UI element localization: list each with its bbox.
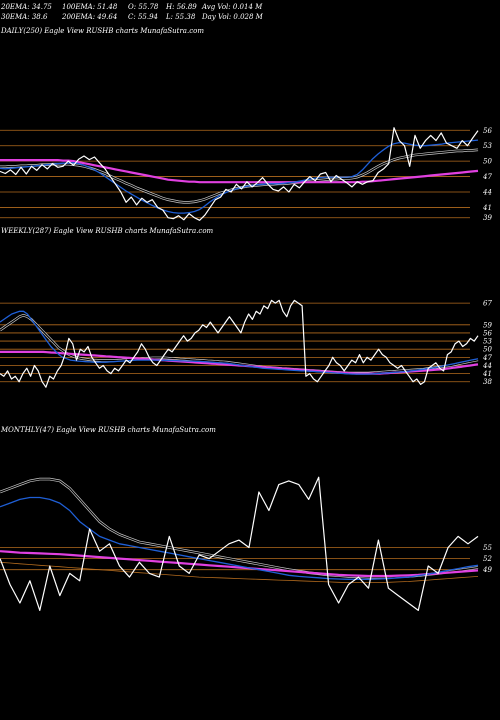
tick-label: 44 bbox=[482, 189, 492, 197]
stat-ema20: 20EMA: 34.75 bbox=[1, 3, 52, 11]
tick-label: 47 bbox=[482, 173, 492, 181]
series-ema_slow-outline bbox=[0, 477, 479, 579]
tick-label: 41 bbox=[482, 370, 492, 378]
series-ema_slow-inner bbox=[0, 478, 479, 578]
tick-label: 41 bbox=[482, 204, 492, 212]
series-ema_magenta bbox=[0, 159, 479, 184]
monthly-chart-title: MONTHLY(47) Eagle View RUSHB charts Muna… bbox=[1, 426, 216, 434]
chart-panel-2: 55 52 49 bbox=[0, 476, 492, 612]
tick-label: 53 bbox=[483, 142, 492, 150]
stat-ema200: 200EMA: 49.64 bbox=[62, 13, 118, 21]
series-ema_slow-outline bbox=[0, 148, 479, 204]
tick-label: 38 bbox=[483, 378, 492, 386]
stat-close: C: 55.94 bbox=[128, 13, 158, 21]
stat-ema100: 100EMA: 51.48 bbox=[62, 3, 118, 11]
stat-avg-vol: Avg Vol: 0.014 M bbox=[202, 3, 263, 11]
tick-label: 59 bbox=[483, 321, 492, 329]
series-price bbox=[0, 299, 479, 388]
tick-label: 44 bbox=[482, 362, 492, 370]
tick-label: 67 bbox=[483, 300, 492, 308]
tick-label: 52 bbox=[483, 555, 492, 563]
chart-panel-0: 56 53 50 47 44 41 39 bbox=[0, 127, 492, 222]
series-price bbox=[0, 476, 479, 612]
series-ema_fast bbox=[0, 139, 479, 214]
tick-label: 50 bbox=[483, 158, 492, 166]
series-ema_fast bbox=[0, 310, 479, 375]
tick-label: 50 bbox=[483, 346, 492, 354]
stat-open: O: 55.78 bbox=[128, 3, 159, 11]
series-ema_magenta bbox=[0, 550, 479, 578]
stat-ema30: 30EMA: 38.6 bbox=[1, 13, 48, 21]
tick-label: 49 bbox=[482, 566, 492, 574]
series-ema_orange bbox=[0, 561, 479, 583]
stat-high: H: 56.89 bbox=[166, 3, 197, 11]
series-ema_fast bbox=[0, 496, 479, 580]
tick-label: 55 bbox=[483, 544, 492, 552]
series-price bbox=[0, 127, 479, 221]
series-ema_slow-inner bbox=[0, 314, 479, 374]
stat-low: L: 55.38 bbox=[166, 13, 196, 21]
weekly-chart-title: WEEKLY(287) Eagle View RUSHB charts Muna… bbox=[1, 227, 214, 235]
tick-label: 56 bbox=[483, 329, 492, 337]
daily-chart-title: DAILY(250) Eagle View RUSHB charts Munaf… bbox=[1, 27, 204, 35]
tick-label: 56 bbox=[483, 127, 492, 135]
tick-label: 53 bbox=[483, 338, 492, 346]
tick-label: 47 bbox=[482, 354, 492, 362]
tick-label: 39 bbox=[483, 214, 492, 222]
stat-day-vol: Day Vol: 0.028 M bbox=[202, 13, 263, 21]
